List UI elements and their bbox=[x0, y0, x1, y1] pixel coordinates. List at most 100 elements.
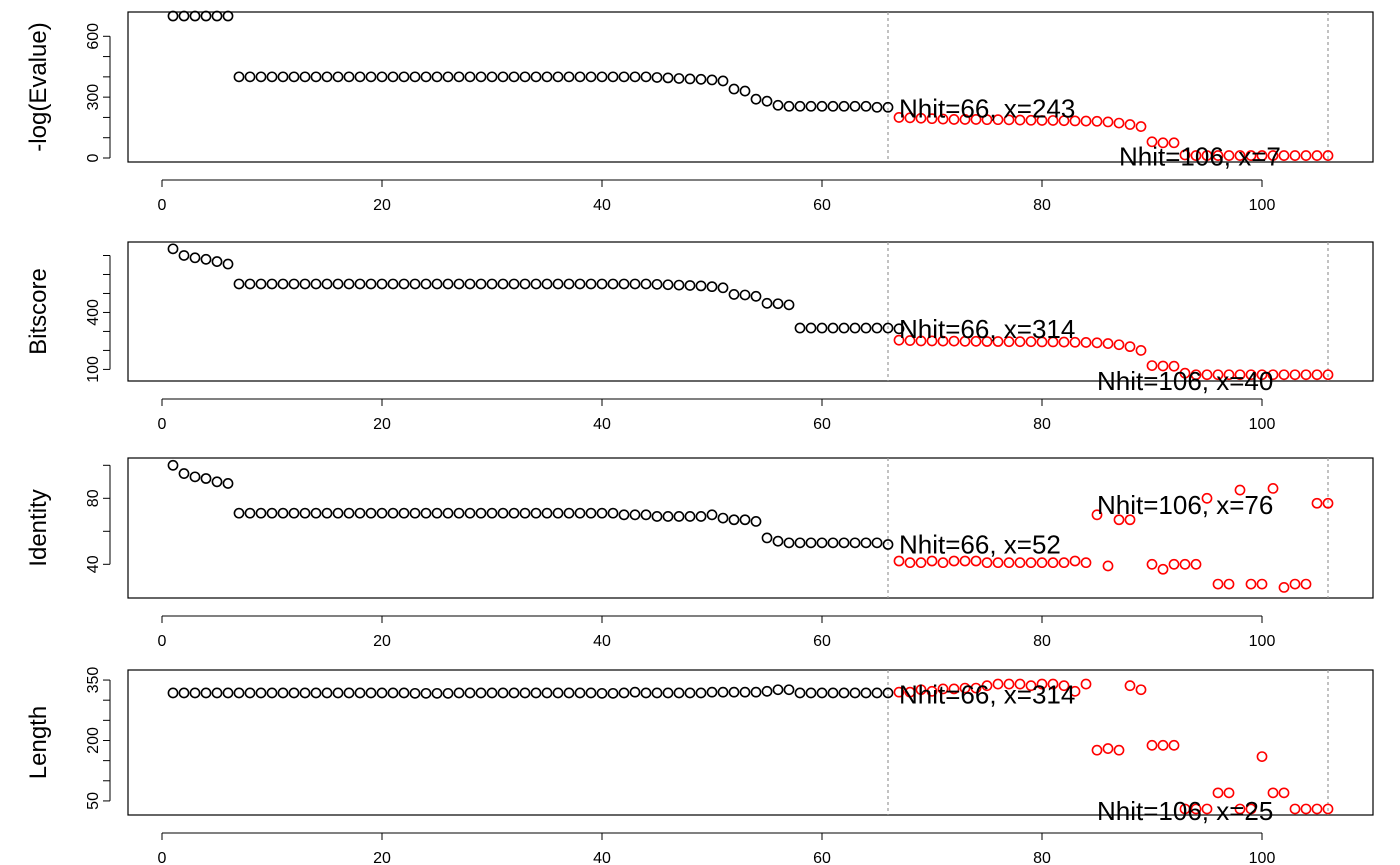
point-red bbox=[1157, 739, 1169, 751]
point-red bbox=[1223, 369, 1235, 381]
point-red bbox=[1278, 787, 1290, 799]
annotation-label: Nhit=106, x=7 bbox=[1119, 142, 1281, 172]
point-black bbox=[728, 514, 740, 526]
point-black bbox=[695, 280, 707, 292]
point-black bbox=[255, 687, 267, 699]
point-black bbox=[761, 95, 773, 107]
point-black bbox=[860, 100, 872, 112]
point-black bbox=[464, 507, 476, 519]
point-black bbox=[255, 278, 267, 290]
point-black bbox=[640, 509, 652, 521]
point-black bbox=[244, 71, 256, 83]
point-black bbox=[354, 278, 366, 290]
point-red bbox=[1124, 680, 1136, 692]
point-black bbox=[376, 71, 388, 83]
point-black bbox=[211, 687, 223, 699]
point-black bbox=[794, 687, 806, 699]
y-axis-label: -log(Evalue) bbox=[25, 22, 52, 151]
point-red bbox=[992, 557, 1004, 569]
point-black bbox=[420, 687, 432, 699]
point-black bbox=[167, 243, 179, 255]
point-black bbox=[310, 507, 322, 519]
point-red bbox=[1146, 558, 1158, 570]
point-black bbox=[805, 100, 817, 112]
point-red bbox=[1047, 115, 1059, 126]
y-tick-label: 40 bbox=[85, 555, 102, 573]
point-black bbox=[585, 71, 597, 83]
point-red bbox=[1025, 680, 1037, 692]
point-black bbox=[365, 71, 377, 83]
point-black bbox=[838, 100, 850, 112]
point-red bbox=[1322, 369, 1334, 381]
point-black bbox=[475, 507, 487, 519]
point-black bbox=[299, 278, 311, 290]
point-black bbox=[409, 507, 421, 519]
point-black bbox=[882, 539, 894, 550]
point-red bbox=[959, 682, 971, 694]
x-tick-label: 0 bbox=[158, 633, 167, 650]
point-black bbox=[849, 100, 861, 112]
point-black bbox=[827, 322, 839, 334]
point-red bbox=[1069, 685, 1081, 697]
annotation-label: Nhit=66, x=314 bbox=[899, 314, 1075, 344]
point-black bbox=[739, 514, 751, 526]
point-black bbox=[651, 687, 663, 699]
point-black bbox=[321, 71, 333, 83]
point-black bbox=[794, 100, 806, 112]
point-black bbox=[277, 687, 289, 699]
point-black bbox=[332, 278, 344, 290]
point-red bbox=[1289, 150, 1301, 161]
point-red bbox=[1069, 115, 1081, 127]
point-black bbox=[365, 278, 377, 290]
point-black bbox=[662, 279, 674, 291]
point-black bbox=[299, 507, 311, 519]
point-black bbox=[233, 278, 245, 290]
point-red bbox=[1069, 555, 1081, 567]
point-red bbox=[1234, 369, 1246, 381]
point-black bbox=[321, 278, 333, 290]
point-black bbox=[684, 511, 696, 522]
point-red bbox=[1212, 578, 1224, 590]
point-red bbox=[1157, 360, 1169, 372]
point-black bbox=[431, 687, 443, 699]
x-tick-label: 80 bbox=[1033, 416, 1051, 433]
point-black bbox=[772, 535, 784, 547]
point-black bbox=[596, 687, 608, 699]
point-black bbox=[541, 278, 553, 290]
point-red bbox=[1212, 787, 1224, 799]
annotation-label: Nhit=106, x=76 bbox=[1097, 490, 1273, 520]
point-red bbox=[904, 335, 916, 346]
point-black bbox=[277, 278, 289, 290]
point-black bbox=[409, 687, 421, 699]
point-black bbox=[585, 507, 597, 519]
point-red bbox=[1080, 557, 1092, 569]
point-black bbox=[629, 686, 641, 698]
point-black bbox=[563, 71, 575, 83]
x-tick-label: 60 bbox=[813, 416, 831, 433]
point-black bbox=[266, 71, 278, 83]
point-black bbox=[519, 278, 531, 290]
point-red bbox=[1047, 557, 1059, 569]
point-red bbox=[1102, 338, 1114, 349]
point-black bbox=[464, 278, 476, 290]
point-black bbox=[398, 507, 410, 519]
point-red bbox=[1168, 360, 1180, 372]
point-red bbox=[1223, 787, 1235, 799]
point-black bbox=[233, 687, 245, 699]
point-black bbox=[541, 687, 553, 699]
y-tick-label: 0 bbox=[85, 153, 102, 162]
point-red bbox=[959, 114, 971, 125]
plot-frame bbox=[127, 457, 1374, 599]
point-black bbox=[761, 297, 773, 309]
point-red bbox=[1124, 514, 1136, 526]
point-red bbox=[1003, 557, 1015, 569]
point-black bbox=[222, 687, 234, 699]
point-black bbox=[783, 299, 795, 311]
point-black bbox=[277, 71, 289, 83]
point-black bbox=[552, 278, 564, 290]
point-red bbox=[1080, 337, 1092, 348]
point-red bbox=[1201, 803, 1213, 815]
point-black bbox=[475, 278, 487, 290]
point-red bbox=[1234, 803, 1246, 815]
point-black bbox=[750, 290, 762, 302]
